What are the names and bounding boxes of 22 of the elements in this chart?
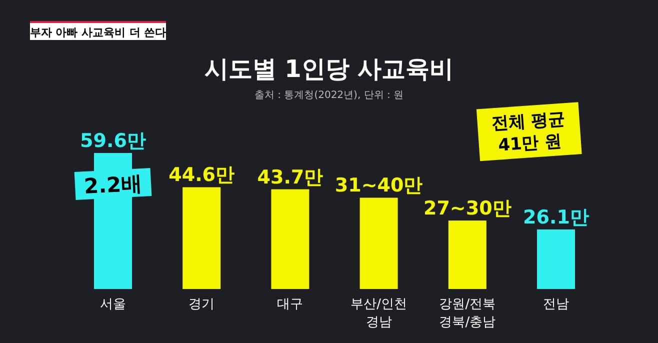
text: 부자 아빠 사교육비 더 쓴다	[30, 26, 166, 39]
data-label: 31~40만	[334, 174, 423, 197]
bar	[360, 198, 398, 289]
data-label: 26.1만	[523, 206, 589, 228]
x-tick-label: 부산/인천 경남	[350, 297, 407, 330]
data-label: 27~30만	[423, 198, 512, 220]
x-tick-label: 전남	[543, 297, 569, 312]
data-label: 59.6만	[80, 130, 146, 152]
x-tick-label: 대구	[277, 297, 304, 312]
bar	[271, 189, 310, 289]
x-tick-label: 서울	[100, 297, 126, 312]
bar	[448, 220, 486, 289]
data-label: 43.7만	[257, 166, 324, 188]
chart-subtitle: 출처 : 통계청(2022년), 단위 : 원	[254, 90, 404, 101]
x-tick-label: 강원/전북 경북/충남	[439, 297, 496, 330]
bar	[182, 187, 221, 289]
data-label: 44.6만	[168, 164, 235, 186]
annotation: 전체 평균 41만 원	[490, 109, 566, 156]
annotation: 2.2배	[83, 171, 143, 199]
x-tick-label: 경기	[188, 297, 215, 312]
chart-title: 시도별 1인당 사교육비	[204, 55, 454, 83]
bar	[537, 229, 575, 289]
